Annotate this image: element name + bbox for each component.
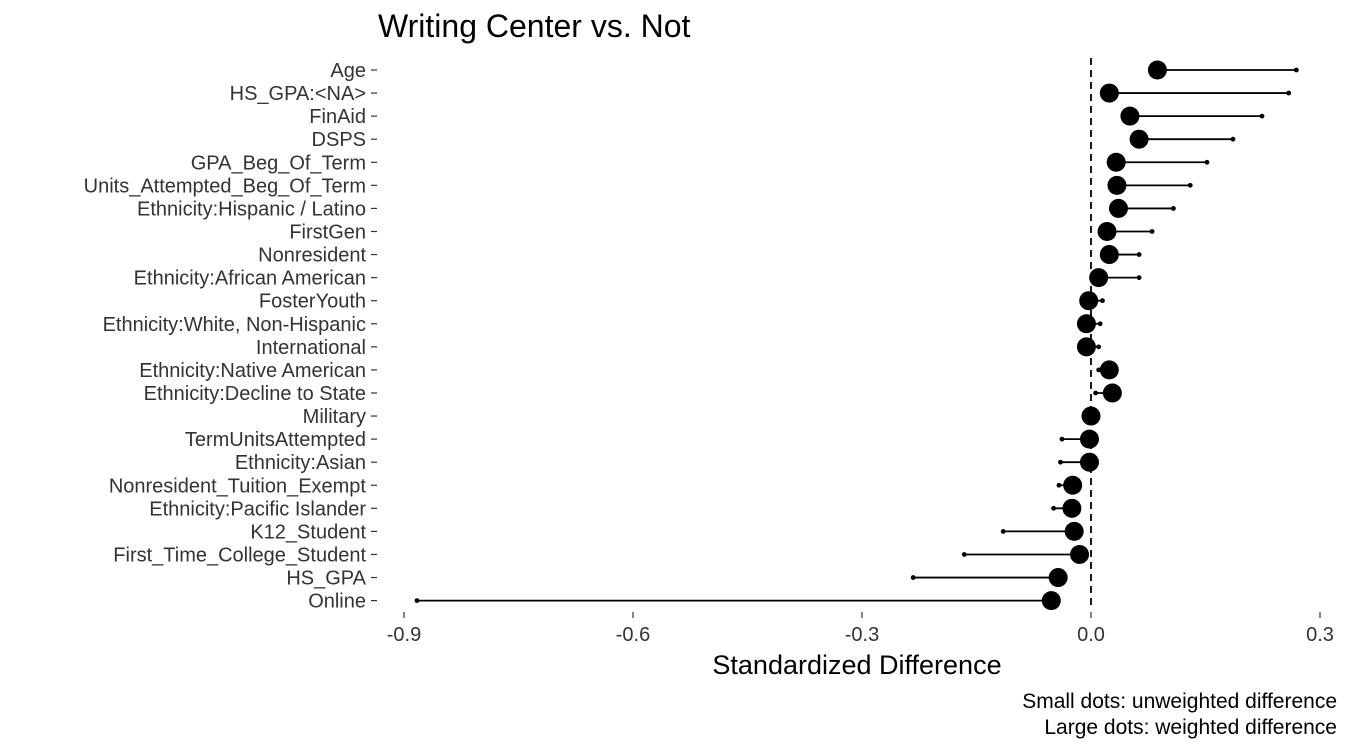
caption-line-2: Large dots: weighted difference <box>1044 716 1337 739</box>
unweighted-point <box>1051 505 1056 511</box>
weighted-point <box>1070 544 1090 564</box>
weighted-point <box>1076 337 1096 357</box>
weighted-point <box>1097 221 1117 241</box>
weighted-point <box>1129 129 1149 149</box>
weighted-point <box>1147 60 1167 80</box>
weighted-point <box>1108 198 1128 218</box>
x-tick-label: 0.3 <box>1306 624 1334 646</box>
weighted-point <box>1081 406 1101 426</box>
unweighted-point <box>1204 159 1210 165</box>
unweighted-point <box>1097 321 1103 327</box>
y-tick-label: HS_GPA:<NA> <box>230 83 366 105</box>
unweighted-point <box>1096 367 1102 373</box>
unweighted-point <box>1093 390 1098 396</box>
unweighted-point <box>961 552 967 557</box>
y-tick-label: K12_Student <box>250 521 366 543</box>
y-tick-label: DSPS <box>312 129 366 151</box>
weighted-point <box>1102 383 1122 403</box>
unweighted-point <box>1096 344 1102 350</box>
unweighted-point <box>1187 182 1193 188</box>
weighted-point <box>1076 314 1096 334</box>
unweighted-point <box>1100 298 1105 304</box>
y-tick-label: Ethnicity:Hispanic / Latino <box>137 198 366 220</box>
weighted-point <box>1099 360 1119 380</box>
chart-title: Writing Center vs. Not <box>378 8 691 44</box>
y-tick-label: Ethnicity:Native American <box>139 360 366 382</box>
weighted-point <box>1106 152 1126 172</box>
y-tick-label: Nonresident <box>258 245 366 267</box>
weighted-point <box>1079 429 1099 449</box>
unweighted-point <box>1136 275 1142 281</box>
weighted-point <box>1064 521 1084 541</box>
y-tick-label: FirstGen <box>289 221 366 243</box>
unweighted-point <box>1259 113 1265 119</box>
weighted-point <box>1120 106 1140 126</box>
y-tick-label: Ethnicity:African American <box>134 268 366 290</box>
y-tick-label: FinAid <box>309 106 366 128</box>
caption-line-1: Small dots: unweighted difference <box>1022 690 1337 713</box>
y-tick-label: Military <box>303 406 366 428</box>
y-tick-label: Ethnicity:White, Non-Hispanic <box>103 314 366 336</box>
y-tick-label: HS_GPA <box>286 568 366 590</box>
unweighted-point <box>1000 529 1006 534</box>
x-tick-label: 0.0 <box>1077 624 1105 646</box>
y-tick-label: Age <box>330 60 366 82</box>
unweighted-point <box>1056 482 1062 488</box>
unweighted-point <box>1149 229 1155 234</box>
weighted-point <box>1041 591 1061 611</box>
y-tick-label: International <box>256 337 366 359</box>
y-axis: AgeHS_GPA:<NA>FinAidDSPSGPA_Beg_Of_TermU… <box>84 60 377 613</box>
weighted-point <box>1079 452 1099 472</box>
y-tick-label: Ethnicity:Pacific Islander <box>149 498 366 520</box>
x-axis-title: Standardized Difference <box>712 650 1001 680</box>
x-tick-label: -0.6 <box>616 624 650 646</box>
weighted-point <box>1099 245 1119 265</box>
x-tick-label: -0.9 <box>387 624 421 646</box>
unweighted-point <box>1171 206 1176 211</box>
y-tick-label: Ethnicity:Decline to State <box>144 383 366 405</box>
weighted-point <box>1048 568 1068 588</box>
y-tick-label: Nonresident_Tuition_Exempt <box>109 475 367 497</box>
data-marks <box>414 60 1299 611</box>
weighted-point <box>1107 175 1127 195</box>
unweighted-point <box>1286 90 1292 96</box>
unweighted-point <box>910 575 916 580</box>
unweighted-point <box>1058 459 1063 465</box>
y-tick-label: FosterYouth <box>259 291 366 313</box>
weighted-point <box>1063 475 1083 495</box>
unweighted-point <box>1136 252 1142 257</box>
y-tick-label: Online <box>308 591 366 613</box>
y-tick-label: Ethnicity:Asian <box>235 452 366 474</box>
y-tick-label: TermUnitsAttempted <box>185 429 366 451</box>
y-tick-label: Units_Attempted_Beg_Of_Term <box>84 175 366 197</box>
weighted-point <box>1079 291 1099 311</box>
unweighted-point <box>1293 67 1299 73</box>
weighted-point <box>1099 83 1119 103</box>
weighted-point <box>1062 498 1082 518</box>
x-axis: -0.9 -0.6 -0.3 0.0 0.3 <box>387 612 1334 646</box>
weighted-point <box>1089 268 1109 288</box>
y-tick-label: GPA_Beg_Of_Term <box>191 152 366 174</box>
x-tick-label: -0.3 <box>845 624 879 646</box>
unweighted-point <box>1059 436 1065 442</box>
y-tick-label: First_Time_College_Student <box>113 544 366 566</box>
unweighted-point <box>414 598 420 604</box>
unweighted-point <box>1230 136 1236 142</box>
